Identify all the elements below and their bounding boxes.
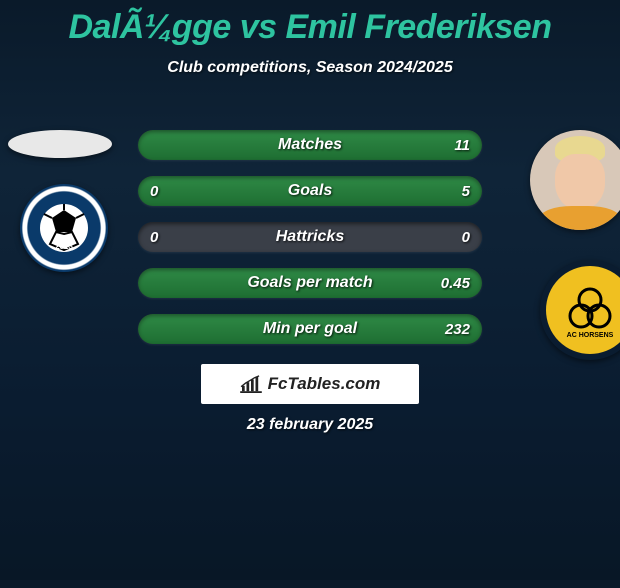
stat-row-gpm: Goals per match 0.45 — [138, 268, 482, 298]
page-title: DalÃ¼gge vs Emil Frederiksen — [0, 8, 620, 47]
stat-row-hattricks: 0 Hattricks 0 — [138, 222, 482, 252]
stat-row-goals: 0 Goals 5 — [138, 176, 482, 206]
stat-label: Min per goal — [138, 314, 482, 344]
club-right-label: AC HORSENS — [567, 332, 614, 339]
club-left-badge: 2013 — [20, 184, 108, 272]
stat-label: Hattricks — [138, 222, 482, 252]
brand-label: FcTables.com — [268, 374, 381, 394]
club-left-year: 2013 — [55, 242, 73, 251]
stat-row-mpg: Min per goal 232 — [138, 314, 482, 344]
soccer-ball-icon: 2013 — [36, 200, 92, 256]
stat-label: Matches — [138, 130, 482, 160]
player-right-avatar — [530, 130, 620, 230]
stat-label: Goals per match — [138, 268, 482, 298]
stat-row-matches: Matches 11 — [138, 130, 482, 160]
rings-icon — [563, 282, 617, 336]
brand-chip[interactable]: FcTables.com — [201, 364, 419, 404]
stat-value-right: 0.45 — [441, 268, 470, 298]
stat-value-right: 0 — [462, 222, 470, 252]
stat-value-right: 232 — [445, 314, 470, 344]
club-right-badge: AC HORSENS — [540, 260, 620, 360]
stats-panel: Matches 11 0 Goals 5 0 Hattricks 0 Goals… — [138, 130, 482, 360]
bar-chart-icon — [240, 375, 262, 393]
date-line: 23 february 2025 — [0, 416, 620, 434]
stat-value-right: 11 — [454, 130, 470, 160]
stat-label: Goals — [138, 176, 482, 206]
stat-value-right: 5 — [462, 176, 470, 206]
player-left-avatar — [8, 130, 112, 158]
subtitle: Club competitions, Season 2024/2025 — [0, 59, 620, 77]
